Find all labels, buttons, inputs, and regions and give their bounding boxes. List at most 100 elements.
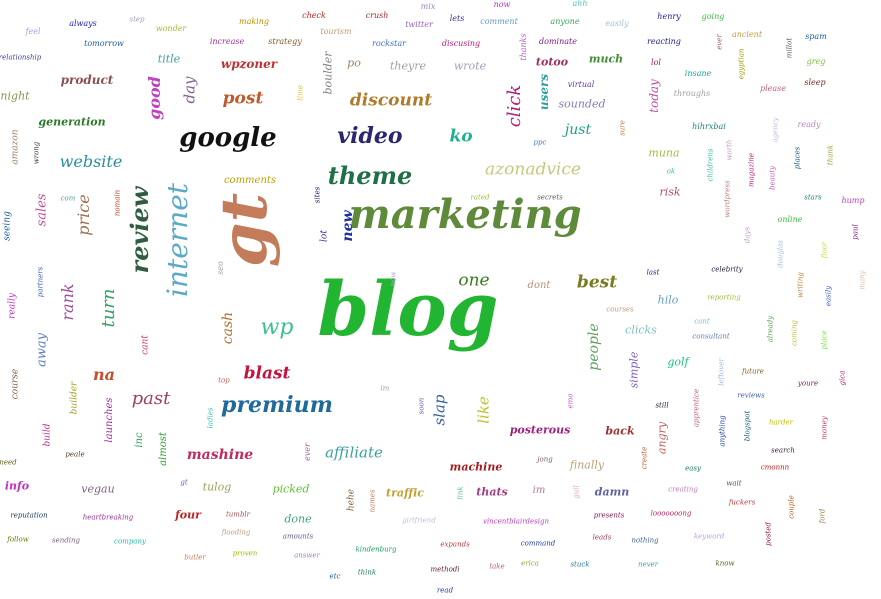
cloud-word: like [474,396,493,424]
cloud-word: guil [572,485,581,499]
cloud-word: presents [593,511,625,520]
cloud-word: seeing [2,211,13,241]
cloud-word: affiliate [325,443,383,462]
cloud-word: thanks [519,33,528,61]
cloud-word: worth [725,139,734,161]
cloud-word: fuckers [728,498,756,507]
cloud-word: reviews [737,391,765,400]
cloud-word: erica [521,559,539,568]
cloud-word: douglas [776,240,785,268]
cloud-word: ok [666,167,676,176]
cloud-word: making [238,17,270,26]
cloud-word: builder [69,381,80,415]
cloud-word: money [820,416,829,440]
cloud-word: lot [319,230,330,242]
cloud-word: seo [216,261,225,275]
cloud-word: dont [527,280,551,291]
cloud-word: thank [826,144,835,166]
cloud-word: wrong [32,141,41,165]
cloud-word: boulder [321,51,335,95]
cloud-word: thats [476,485,508,499]
cloud-word: users [537,73,551,111]
cloud-word: think [357,568,377,577]
cloud-word: ladies [206,407,215,429]
cloud-word: flooding [221,528,251,537]
cloud-word: take [489,562,505,571]
cloud-word: day [180,76,199,104]
cloud-word: ready [797,120,821,129]
cloud-word: back [605,424,635,438]
cloud-word: sounded [558,97,606,111]
cloud-word: clicks [625,323,657,337]
cloud-word: names [368,489,377,513]
cloud-word: link [456,486,465,500]
cloud-word: methodi [430,565,460,574]
cloud-word: hihrxbai [692,122,726,131]
cloud-word: know [715,559,735,568]
cloud-word: easily [605,19,629,28]
cloud-word: today [647,79,661,113]
cloud-word: away [34,333,50,367]
cloud-word: time [296,85,305,101]
cloud-word: slap [430,394,449,426]
cloud-word: past [131,388,171,409]
cloud-word: hump [841,196,865,205]
cloud-word: really [7,293,18,319]
cloud-word: feel [25,27,41,36]
cloud-word: comment [480,17,518,26]
cloud-word: blog [317,267,499,353]
cloud-word: cant [694,317,710,326]
cloud-word: step [129,15,145,24]
cloud-word: blast [243,363,291,384]
cloud-word: jong [537,455,553,464]
cloud-word: just [564,122,592,138]
cloud-word: inc [134,432,145,448]
cloud-word: answer [294,551,320,560]
cloud-word: reputation [10,511,48,520]
cloud-word: lets [449,14,465,23]
cloud-word: video [337,123,403,149]
cloud-word: girlfriend [402,516,436,525]
cloud-word: product [60,73,114,87]
cloud-word: tulog [202,480,232,494]
cloud-word: childrens [706,148,715,182]
cloud-word: mashine [186,447,254,463]
cloud-word: places [793,146,802,170]
cloud-word: damn [594,485,630,499]
cloud-word: days [743,226,752,244]
cloud-word: expands [440,540,470,549]
cloud-word: com [60,194,76,203]
cloud-word: proven [232,549,258,558]
cloud-word: last [646,268,660,277]
cloud-word: harder [769,418,793,427]
cloud-word: courses [606,305,634,314]
cloud-word: floor [820,241,829,259]
cloud-word: strategy [268,37,302,46]
cloud-word: relationship [0,53,42,62]
cloud-word: wp [260,315,294,340]
cloud-word: amounts [282,532,314,541]
cloud-word: gica [838,370,847,386]
cloud-word: millot [785,37,794,59]
cloud-word: need [0,458,17,467]
cloud-word: reacting [647,37,681,46]
cloud-word: henry [657,12,681,21]
cloud-word: couple [787,495,796,519]
cloud-word: lol [651,58,661,67]
cloud-word: google [179,123,277,153]
cloud-word: wpzoner [220,57,278,71]
cloud-word: best [576,272,618,293]
cloud-word: ever [303,443,312,461]
cloud-word: writing [796,272,805,298]
cloud-word: greg [806,57,826,66]
cloud-word: future [742,367,764,376]
cloud-word: gt [207,192,282,268]
cloud-word: nothing [631,536,659,545]
cloud-word: internet [161,182,194,298]
cloud-word: website [59,152,123,171]
cloud-word: almost [158,432,169,466]
cloud-word: im [380,384,390,393]
cloud-word: im [532,485,546,496]
cloud-word: angry [655,421,669,455]
